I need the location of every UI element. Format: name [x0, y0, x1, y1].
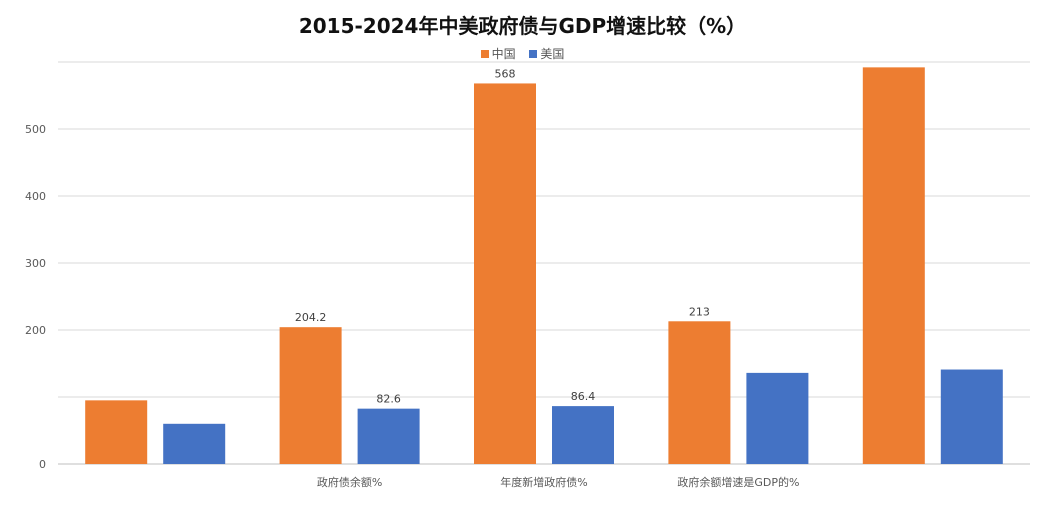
y-tick-label: 500: [25, 123, 46, 136]
data-label-china: 204.2: [295, 311, 327, 324]
bar-china-3: [668, 321, 731, 464]
legend-swatch-usa: [529, 50, 538, 58]
legend-label-usa: 美国: [540, 47, 565, 61]
bar-usa-1: [357, 408, 420, 464]
bar-usa-3: [746, 372, 809, 464]
x-category-label: 政府余额增速是GDP的%: [677, 475, 799, 489]
y-tick-label: 200: [25, 324, 46, 337]
bar-china-1: [279, 327, 342, 464]
legend-entry-china: 中国: [480, 45, 516, 62]
bar-usa-2: [552, 406, 614, 464]
y-tick-label: 400: [25, 190, 46, 203]
data-label-china: 568: [495, 67, 516, 80]
chart-title: 2015-2024年中美政府债与GDP增速比较（%）: [298, 14, 747, 38]
data-label-usa: 82.6: [376, 393, 401, 406]
data-label-usa: 86.4: [571, 390, 596, 403]
legend-swatch-china: [480, 50, 489, 58]
bar-usa-0: [163, 423, 226, 464]
bar-usa-4: [940, 369, 1003, 464]
data-label-china: 213: [689, 305, 710, 318]
bar-china-2: [474, 83, 536, 464]
bar-china-0: [85, 400, 148, 464]
y-tick-label: 0: [39, 458, 46, 471]
y-tick-label: 300: [25, 257, 46, 270]
legend-entry-usa: 美国: [529, 45, 564, 62]
legend-label-china: 中国: [491, 47, 516, 61]
bar-china-4: [862, 67, 925, 465]
legend: 中国 美国: [0, 45, 1045, 62]
x-category-label: 年度新增政府债%: [500, 475, 587, 489]
x-category-label: 政府债余额%: [317, 475, 382, 489]
